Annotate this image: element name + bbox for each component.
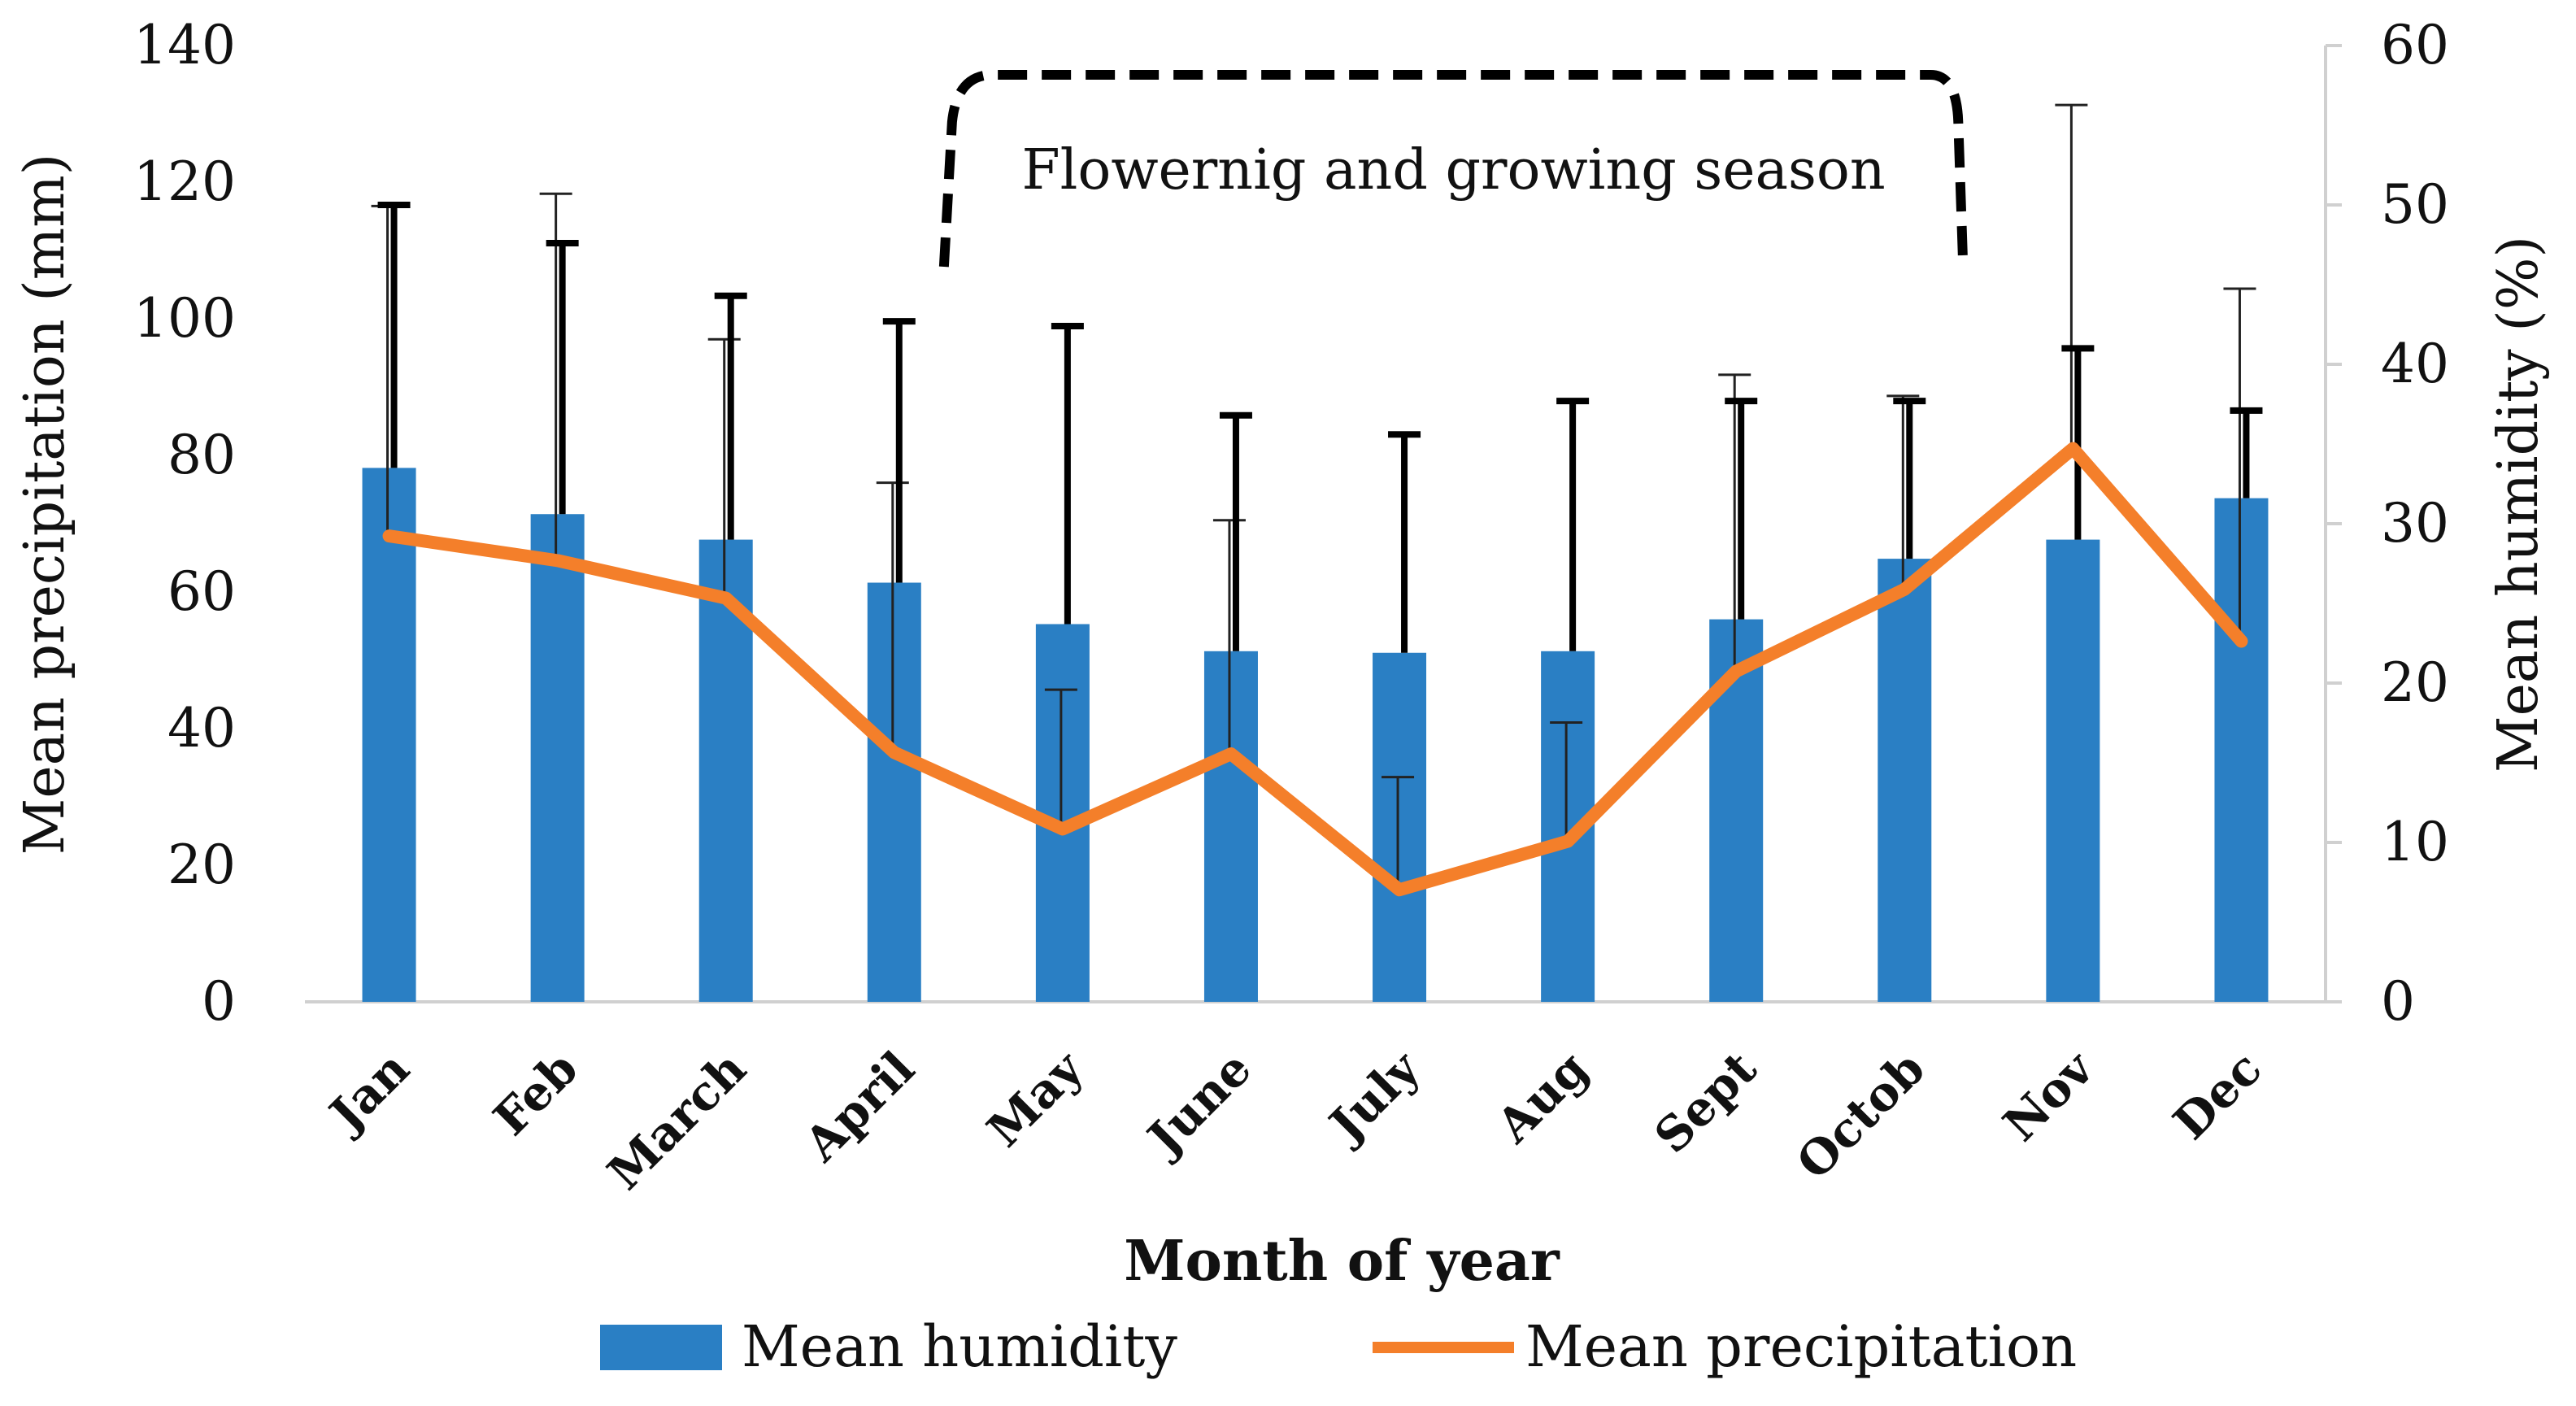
y-right-tick-label: 50 <box>2381 173 2449 236</box>
bar-mean-humidity <box>2214 498 2269 1002</box>
annotation-layer: Flowernig and growing season <box>938 70 1969 268</box>
y-left-tick-label: 40 <box>168 697 236 760</box>
x-tick-label: Feb <box>483 1041 589 1147</box>
y-right-axis-title: Mean humidity (%) <box>2487 236 2551 773</box>
x-tick-label: Octob <box>1786 1041 1935 1191</box>
x-tick-label: Nov <box>1993 1039 2105 1151</box>
season-annotation-label: Flowernig and growing season <box>1021 138 1885 202</box>
bar-mean-humidity <box>1203 651 1258 1002</box>
x-axis-title: Month of year <box>1124 1229 1560 1294</box>
line-layer <box>382 442 2248 897</box>
x-tick-label: Sept <box>1644 1041 1768 1164</box>
legend-label-precipitation: Mean precipitation <box>1525 1313 2077 1380</box>
bar-mean-humidity <box>530 514 585 1002</box>
y-left-tick-label: 140 <box>133 14 236 76</box>
x-tick-label: Aug <box>1486 1041 1599 1154</box>
y-left-tick-label: 0 <box>202 970 236 1033</box>
x-tick-label: April <box>794 1041 925 1173</box>
x-tick-label: Dec <box>2163 1041 2273 1151</box>
y-left-tick-label: 60 <box>168 560 236 623</box>
y-left-tick-label: 100 <box>133 287 236 350</box>
legend-swatch-humidity <box>600 1325 722 1370</box>
bars-layer <box>362 468 2269 1002</box>
y-right-tick-label: 40 <box>2381 333 2449 395</box>
y-left-tick-label: 80 <box>168 424 236 486</box>
bar-mean-humidity <box>362 468 416 1002</box>
x-tick-label: July <box>1316 1039 1432 1155</box>
bar-mean-humidity <box>2046 539 2100 1002</box>
x-tick-label: March <box>597 1041 756 1200</box>
y-right-tick-label: 10 <box>2381 811 2449 873</box>
season-bracket <box>938 70 1969 268</box>
x-tick-label: Jan <box>316 1041 420 1144</box>
y-left-axis-title: Mean precipitation (mm) <box>13 154 77 855</box>
y-right-tick-label: 30 <box>2381 492 2449 555</box>
bar-mean-humidity <box>1035 624 1090 1002</box>
legend: Mean humidity Mean precipitation <box>600 1313 2077 1380</box>
bar-mean-humidity <box>1373 652 1427 1002</box>
x-tick-label: May <box>977 1039 1095 1158</box>
bar-mean-humidity <box>867 582 921 1002</box>
legend-label-humidity: Mean humidity <box>742 1313 1177 1380</box>
y-right-tick-label: 0 <box>2381 970 2415 1033</box>
line-mean-precipitation <box>382 442 2248 897</box>
y-left-tick-label: 20 <box>168 834 236 896</box>
error-bars-layer <box>371 103 2263 890</box>
y-right-tick-label: 20 <box>2381 651 2449 714</box>
y-right-tick-label: 60 <box>2381 14 2449 76</box>
bar-mean-humidity <box>1878 559 1932 1002</box>
x-tick-label: June <box>1134 1041 1262 1169</box>
y-left-tick-label: 120 <box>133 150 236 213</box>
